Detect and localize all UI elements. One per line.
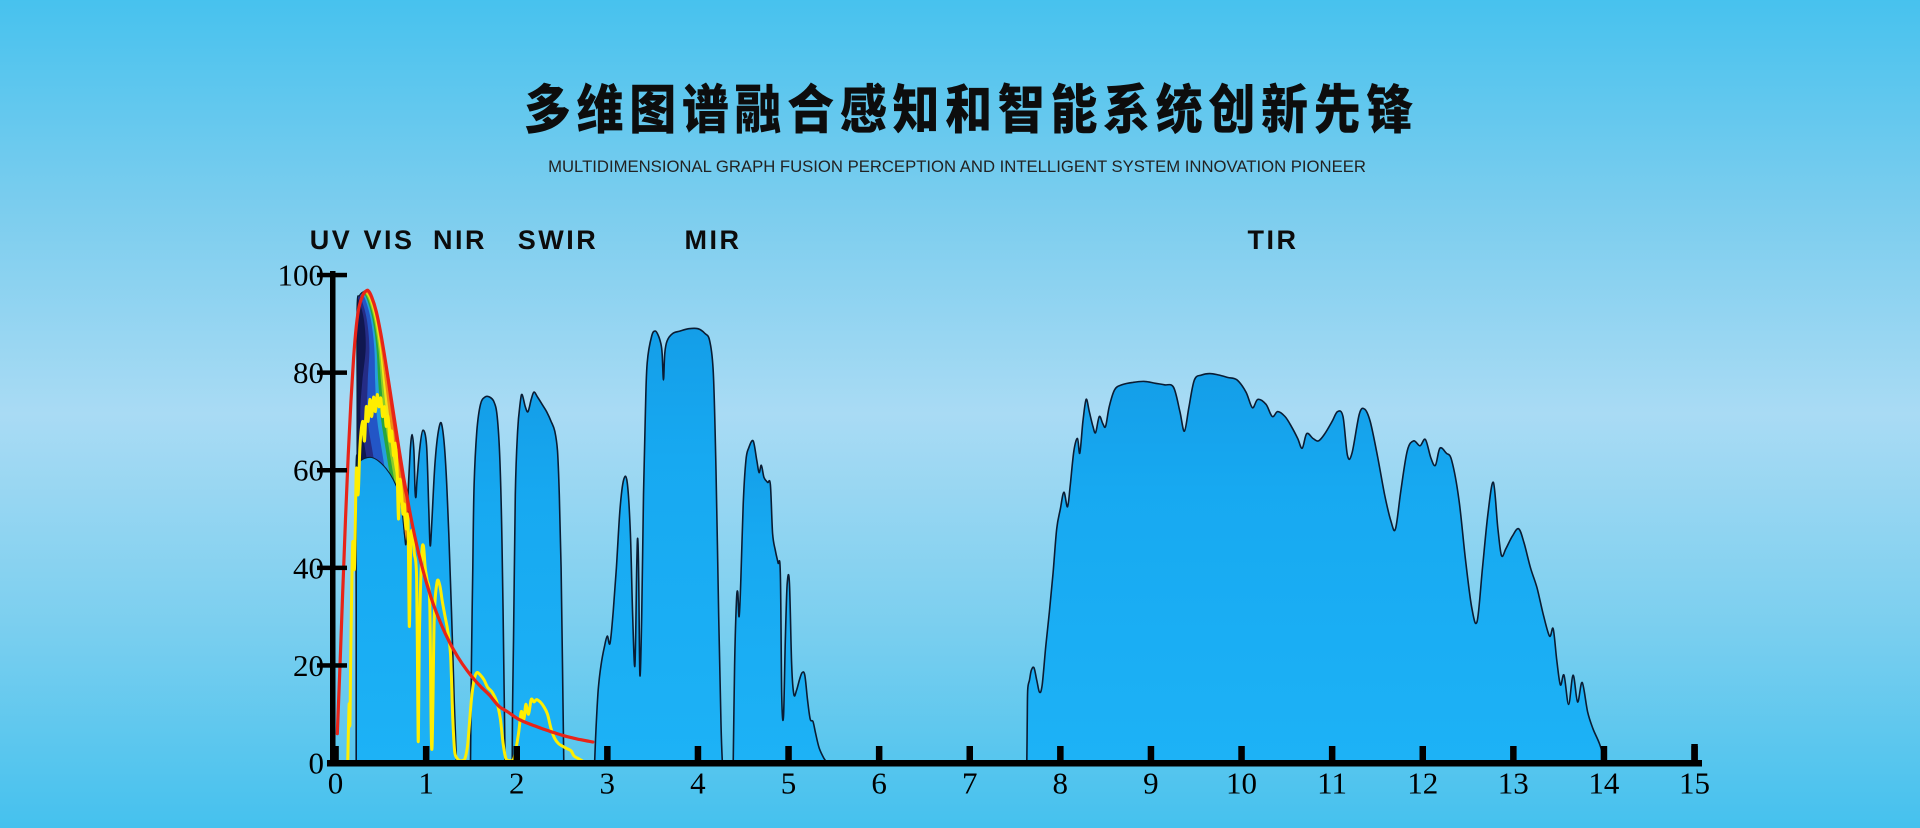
svg-text:8: 8: [1053, 766, 1069, 801]
svg-text:80: 80: [293, 355, 324, 390]
svg-text:3: 3: [600, 766, 616, 801]
svg-text:10: 10: [1226, 766, 1257, 801]
svg-text:14: 14: [1588, 766, 1620, 801]
svg-text:20: 20: [293, 648, 324, 683]
svg-text:60: 60: [293, 453, 324, 488]
svg-text:VIS: VIS: [363, 225, 414, 255]
svg-text:5: 5: [781, 766, 797, 801]
svg-text:SWIR: SWIR: [518, 225, 599, 255]
svg-text:MULTIDIMENSIONAL GRAPH FUSION: MULTIDIMENSIONAL GRAPH FUSION PERCEPTION…: [548, 157, 1366, 176]
svg-text:6: 6: [871, 766, 887, 801]
svg-text:0: 0: [328, 766, 344, 801]
svg-text:7: 7: [962, 766, 978, 801]
svg-text:15: 15: [1679, 766, 1710, 801]
svg-text:NIR: NIR: [433, 225, 487, 255]
svg-text:9: 9: [1143, 766, 1159, 801]
svg-text:TIR: TIR: [1248, 225, 1299, 255]
svg-text:1: 1: [418, 766, 434, 801]
svg-text:2: 2: [509, 766, 525, 801]
svg-text:MIR: MIR: [685, 225, 742, 255]
svg-text:UV: UV: [310, 225, 353, 255]
svg-text:0: 0: [309, 746, 325, 781]
svg-text:40: 40: [293, 550, 324, 585]
svg-text:13: 13: [1498, 766, 1529, 801]
svg-text:11: 11: [1317, 766, 1347, 801]
svg-text:4: 4: [690, 766, 706, 801]
svg-text:12: 12: [1407, 766, 1438, 801]
svg-text:100: 100: [278, 258, 325, 293]
